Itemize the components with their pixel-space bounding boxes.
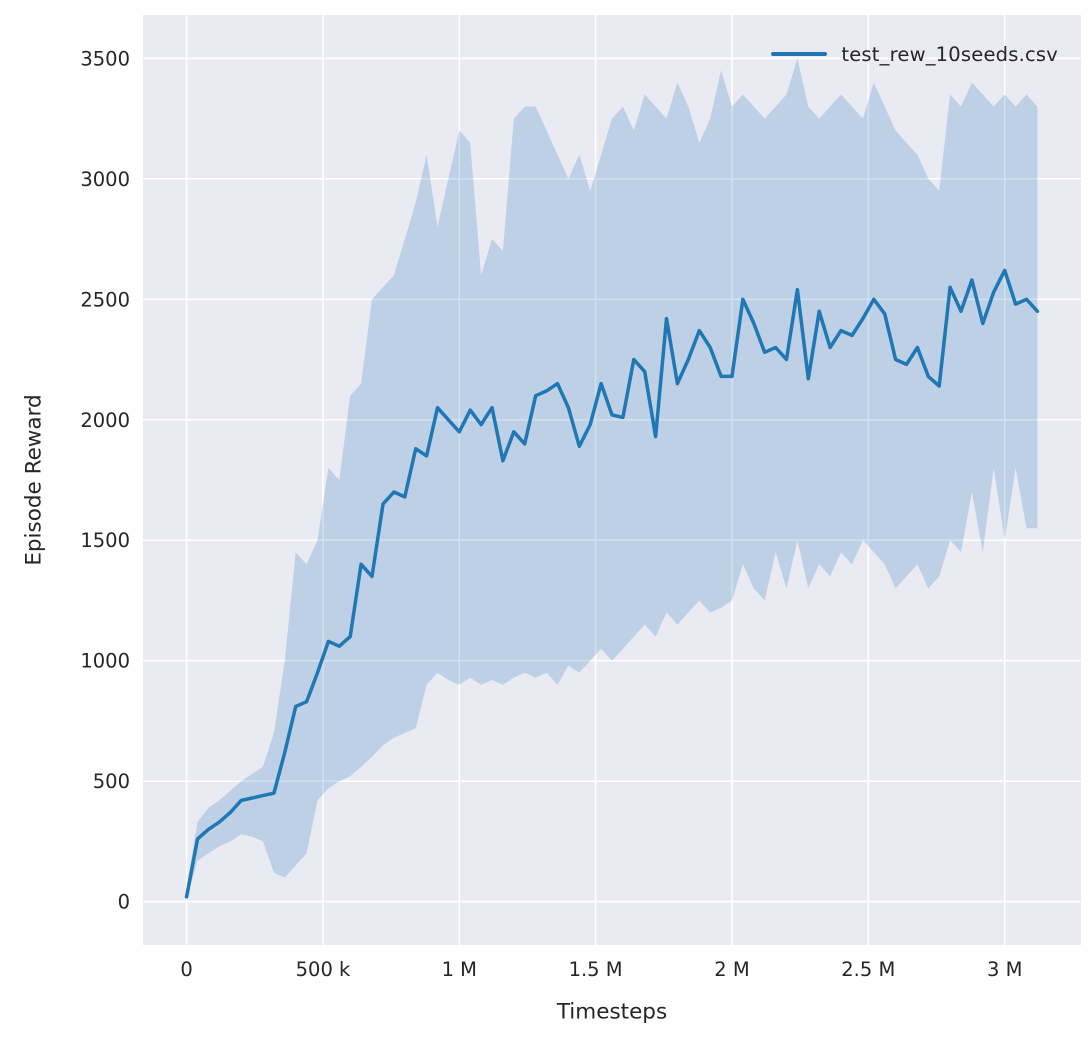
x-axis-label: Timesteps bbox=[556, 999, 668, 1025]
axes-background bbox=[143, 15, 1081, 945]
x-tick-label: 1 M bbox=[442, 958, 477, 981]
x-tick-label: 2 M bbox=[714, 958, 749, 981]
y-axis-label: Episode Reward bbox=[21, 394, 47, 566]
y-tick-label: 1000 bbox=[80, 650, 130, 673]
y-tick-label: 0 bbox=[118, 891, 130, 914]
x-tick-label: 0 bbox=[180, 958, 192, 981]
x-tick-label: 1.5 M bbox=[569, 958, 623, 981]
y-tick-label: 3000 bbox=[80, 168, 130, 191]
confidence-band bbox=[186, 58, 1038, 900]
y-tick-label: 2000 bbox=[80, 409, 130, 432]
x-tick-label: 2.5 M bbox=[841, 958, 895, 981]
mean-line bbox=[184, 268, 1040, 899]
legend-line-swatch bbox=[771, 51, 828, 57]
x-tick-label: 3 M bbox=[987, 958, 1022, 981]
y-tick-label: 3500 bbox=[80, 47, 130, 70]
y-tick-label: 2500 bbox=[80, 288, 130, 311]
x-tick-label: 500 k bbox=[296, 958, 351, 981]
legend-label: test_rew_10seeds.csv bbox=[841, 42, 1058, 66]
legend: test_rew_10seeds.csv bbox=[771, 40, 1058, 68]
y-tick-label: 1500 bbox=[80, 529, 130, 552]
y-tick-label: 500 bbox=[93, 770, 130, 793]
